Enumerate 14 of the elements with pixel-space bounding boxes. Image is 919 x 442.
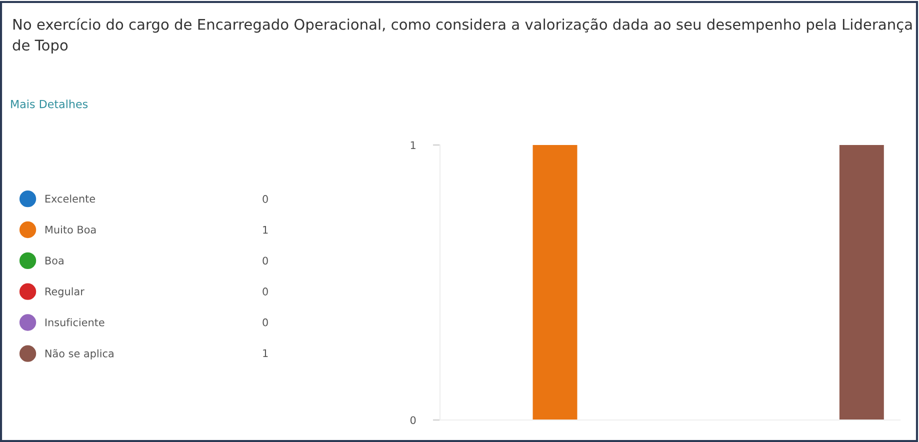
legend-label: Insuficiente — [45, 318, 104, 326]
text: 0 — [262, 195, 268, 203]
legend-label: Muito Boa — [45, 226, 96, 234]
legend-label: Não se aplica — [45, 349, 114, 360]
text: Mais Detalhes — [11, 100, 88, 108]
text: 1 — [263, 226, 268, 234]
legend-label: Regular — [45, 287, 84, 298]
text: 0 — [262, 256, 268, 265]
chart-title: No exercício do cargo de Encarregado Operacional, como considera a valorização dada ao seu desempenho pela Liderança de Topo — [12, 18, 912, 54]
text: 1 — [263, 349, 268, 357]
text: 0 — [262, 288, 268, 296]
text: 0 — [262, 318, 268, 326]
legend-label: Excelente — [45, 194, 95, 203]
legend-label: Boa — [45, 256, 64, 264]
